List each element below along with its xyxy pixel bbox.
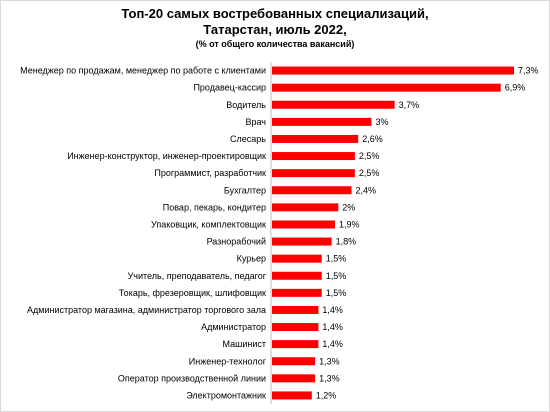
category-label: Токарь, фрезеровщик, шлифовщик xyxy=(119,288,266,298)
chart-title-line-2: Татарстан, июль 2022, xyxy=(203,22,347,37)
chart-title-line-1: Топ-20 самых востребованных специализаци… xyxy=(121,6,429,21)
bar xyxy=(272,203,339,212)
category-label: Машинист xyxy=(223,339,266,349)
value-label: 6,9% xyxy=(505,83,526,93)
value-label: 1,4% xyxy=(322,339,343,349)
value-label: 1,2% xyxy=(316,390,337,400)
value-label: 2,4% xyxy=(356,185,377,195)
value-label: 3% xyxy=(375,117,388,127)
category-label: Администратор магазина, администратор то… xyxy=(27,305,266,315)
category-label: Программист, разработчик xyxy=(154,168,266,178)
category-label: Курьер xyxy=(237,254,266,264)
category-label: Оператор производственной линии xyxy=(118,373,266,383)
bar xyxy=(272,169,355,178)
category-label: Менеджер по продажам, менеджер по работе… xyxy=(20,66,266,76)
category-label: Продавец-кассир xyxy=(193,83,266,93)
bar xyxy=(272,220,335,229)
bar xyxy=(272,305,319,314)
value-label: 2,6% xyxy=(362,134,383,144)
value-label: 1,8% xyxy=(336,237,357,247)
category-label: Бухгалтер xyxy=(224,185,266,195)
category-label: Учитель, преподаватель, педагог xyxy=(128,271,267,281)
bar xyxy=(272,323,319,332)
bar xyxy=(272,134,359,143)
bar xyxy=(272,237,332,246)
category-label: Электромонтажник xyxy=(186,390,266,400)
bar xyxy=(272,271,322,280)
category-label: Разнорабочий xyxy=(207,237,266,247)
bar xyxy=(272,66,514,75)
value-label: 7,3% xyxy=(518,66,539,76)
bar xyxy=(272,357,316,366)
value-label: 1,5% xyxy=(326,271,347,281)
category-label: Повар, пекарь, кондитер xyxy=(163,202,266,212)
bar xyxy=(272,100,395,109)
value-label: 1,9% xyxy=(339,219,360,229)
value-label: 3,7% xyxy=(399,100,420,110)
bar xyxy=(272,186,352,195)
bar xyxy=(272,117,372,126)
value-label: 1,4% xyxy=(322,322,343,332)
value-label: 2,5% xyxy=(359,168,380,178)
bar xyxy=(272,254,322,263)
bar xyxy=(272,340,319,349)
value-label: 2,5% xyxy=(359,151,380,161)
category-label: Упаковщик, комплектовщик xyxy=(151,219,266,229)
bar xyxy=(272,83,501,92)
chart-title-block: Топ-20 самых востребованных специализаци… xyxy=(0,6,550,50)
category-label: Администратор xyxy=(201,322,266,332)
value-label: 2% xyxy=(342,202,355,212)
category-label: Инженер-конструктор, инженер-проектировщ… xyxy=(67,151,266,161)
category-label: Инженер-технолог xyxy=(189,356,267,366)
value-label: 1,3% xyxy=(319,373,340,383)
bar xyxy=(272,288,322,297)
value-label: 1,4% xyxy=(322,305,343,315)
value-label: 1,3% xyxy=(319,356,340,366)
category-label: Водитель xyxy=(226,100,266,110)
bar xyxy=(272,391,312,400)
bar xyxy=(272,152,355,161)
value-label: 1,5% xyxy=(326,288,347,298)
value-label: 1,5% xyxy=(326,254,347,264)
chart-subtitle: (% от общего количества вакансий) xyxy=(195,39,355,49)
category-label: Слесарь xyxy=(230,134,266,144)
category-label: Врач xyxy=(245,117,266,127)
bar xyxy=(272,374,316,383)
